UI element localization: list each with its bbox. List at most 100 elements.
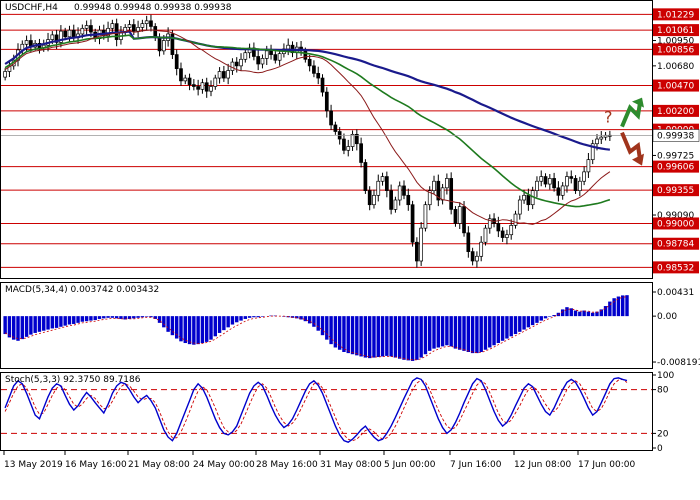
candle-body: [24, 40, 29, 45]
candle-body: [586, 159, 591, 173]
candle-body: [226, 70, 231, 79]
candle-body: [427, 190, 432, 206]
level-label: 0.99000: [657, 219, 694, 229]
level-label: 1.00470: [657, 82, 694, 92]
candle-body: [303, 50, 308, 60]
candle-body: [161, 40, 166, 52]
candle-body: [260, 58, 265, 65]
candle-body: [376, 180, 381, 196]
candle-body: [560, 185, 565, 196]
level-label: 0.98784: [657, 240, 694, 250]
up-arrow: [620, 102, 642, 128]
candle-body: [599, 136, 604, 140]
level-label: 1.00856: [657, 45, 694, 55]
candle-body: [487, 218, 492, 229]
macd-header: MACD(5,34,4) 0.003742 0.003432: [5, 285, 159, 295]
candle-body: [582, 171, 586, 182]
candle-body: [552, 178, 556, 189]
level-label: 0.98532: [657, 263, 694, 273]
candle-body: [273, 54, 278, 61]
time-axis: 13 May 2019 16 May 16:00 21 May 08:00 24 Ma…: [3, 451, 635, 470]
macd-signal-line: [4, 296, 628, 361]
candle-body: [453, 209, 458, 224]
candle-body: [475, 255, 479, 262]
time-tick-label: 17 Jun 00:00: [578, 460, 635, 470]
candle-body: [136, 27, 140, 32]
time-tick-label: 12 Jun 08:00: [514, 460, 571, 470]
candle-body: [84, 25, 89, 29]
candle-body: [149, 20, 153, 27]
candle-body: [367, 190, 372, 206]
moving-average-line: [4, 34, 611, 208]
candle-body: [406, 194, 411, 206]
candle-body: [415, 241, 419, 262]
moving-averages: [4, 29, 611, 225]
candle-body: [157, 37, 162, 52]
price-header-ohlc: 0.99948 0.99948 0.99938 0.99938: [74, 3, 232, 13]
level-label: 0.99606: [657, 163, 694, 173]
stoch-tick-label: 100: [657, 371, 674, 381]
candle-body: [449, 178, 454, 210]
forecast-annotations: ?: [604, 97, 644, 166]
time-tick-label: 28 May 16:00: [256, 460, 318, 470]
candle-body: [380, 176, 385, 182]
candle-body: [556, 187, 561, 196]
candle-body: [183, 77, 188, 82]
candle-body: [269, 50, 273, 55]
candle-body: [513, 213, 518, 226]
stoch-tick-label: 20: [657, 429, 669, 439]
candle-body: [402, 185, 406, 196]
candle-body: [440, 187, 445, 201]
candle-body: [187, 77, 192, 85]
candle-body: [222, 71, 226, 79]
macd-tick-label: 0.00: [657, 312, 677, 322]
candle-body: [535, 180, 539, 191]
candle-body: [320, 77, 325, 93]
level-label: 1.01229: [657, 10, 694, 20]
macd-tick-label: 0.00431: [657, 288, 694, 298]
candle-body: [179, 68, 183, 82]
candle-body: [397, 185, 402, 201]
stoch-header: Stoch(5,3,3) 92.3750 89.7186: [5, 375, 141, 385]
candle-body: [89, 25, 93, 33]
question-mark: ?: [604, 108, 613, 127]
candle-body: [342, 138, 346, 151]
candle-body: [565, 176, 569, 187]
level-label-box: [653, 261, 699, 274]
down-arrow: [620, 131, 642, 160]
candle-body: [196, 86, 200, 90]
candle-body: [590, 143, 595, 161]
candle-body: [457, 206, 462, 224]
current-price-label: 0.99938: [657, 131, 694, 141]
time-tick-label: 13 May 2019: [4, 460, 63, 470]
stoch-signal-line: [4, 378, 628, 442]
down-arrow-head: [632, 153, 644, 166]
price-tick-label: 1.00950: [657, 37, 694, 47]
time-tick-label: 7 Jun 16:00: [450, 460, 502, 470]
price-tick-label: 0.99725: [657, 151, 694, 161]
candle-body: [312, 65, 316, 74]
candle-body: [54, 34, 59, 43]
candle-body: [354, 133, 359, 145]
stoch-tick-label: 0: [657, 444, 663, 454]
candle-body: [496, 223, 501, 232]
time-tick-label: 16 May 16:00: [65, 460, 127, 470]
candle-body: [144, 20, 149, 24]
candle-body: [483, 227, 488, 243]
macd-tick-label: -0.008191: [657, 358, 700, 368]
candle-body: [569, 176, 574, 179]
candle-body: [50, 34, 55, 40]
level-label: 0.99355: [657, 186, 694, 196]
price-tick-label: 0.99090: [657, 211, 694, 221]
candle-body: [307, 58, 312, 67]
candle-body: [462, 206, 466, 234]
candle-body: [479, 241, 484, 257]
candle-body: [264, 50, 269, 59]
candle-body: [191, 84, 196, 87]
candle-body: [234, 61, 239, 67]
candle-body: [393, 199, 398, 210]
candle-body: [3, 71, 7, 78]
price-tick-label: 1.00680: [657, 62, 694, 72]
candle-body: [213, 77, 218, 87]
